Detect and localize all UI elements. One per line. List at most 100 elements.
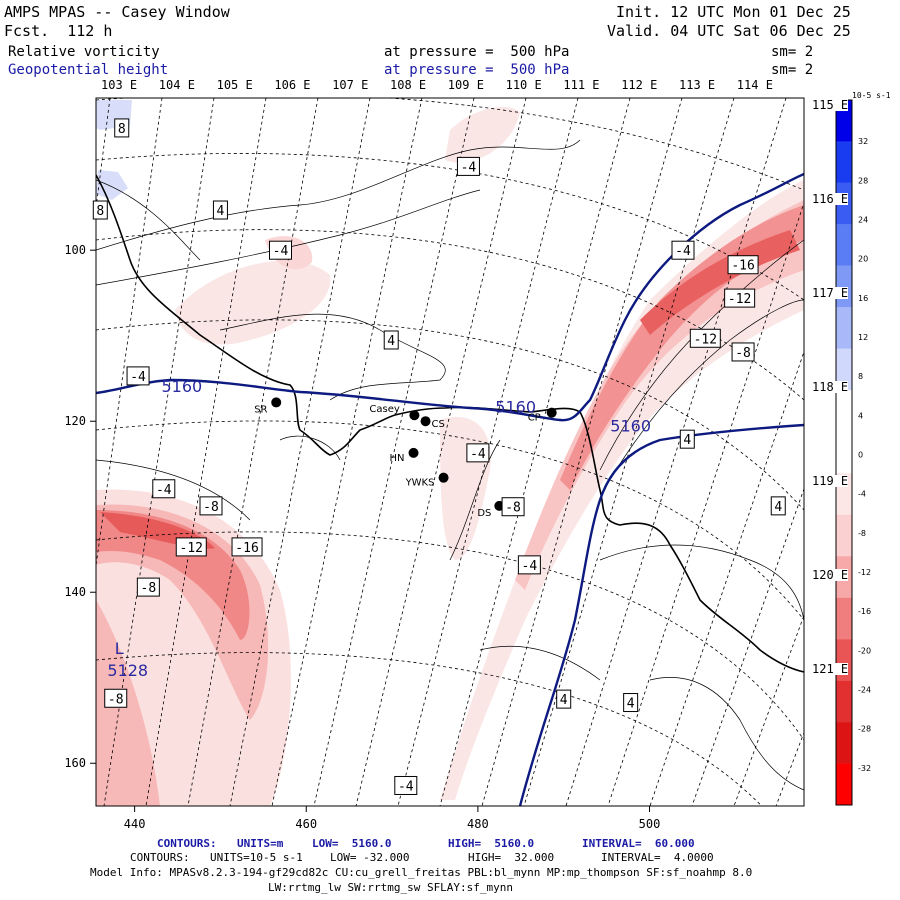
longitude-label: 106 E — [274, 78, 311, 92]
height-contour-label: 5160 — [495, 398, 536, 417]
vorticity-negative-area — [96, 510, 250, 640]
colorbar-level-label: 4 — [858, 411, 863, 420]
height-contours — [96, 172, 804, 806]
vorticity-contour-label: 4 — [560, 693, 568, 708]
colorbar-level-label: -12 — [858, 568, 871, 577]
vorticity-label-box — [269, 240, 293, 260]
vorticity-label-box — [126, 366, 150, 386]
vorticity-label-box — [456, 156, 480, 176]
map-frame — [95, 97, 805, 807]
forecast-hour: Fcst. 112 h — [4, 22, 113, 40]
y-tick-label: 120 — [64, 414, 86, 428]
vorticity-contour-label: 8 — [118, 122, 126, 137]
station-marker — [420, 416, 431, 427]
vorticity-contour-label: -12 — [728, 292, 751, 307]
init-time: Init. 12 UTC Mon 01 Dec 25 — [616, 3, 851, 21]
longitude-line — [481, 98, 683, 806]
x-tick-label: 440 — [124, 817, 146, 831]
vorticity-label-box — [199, 496, 223, 516]
vorticity-contour-labels: 8 8 4 -4 -4 4 -4 -4 -16 -12 -12 -8 -4 4 4 -8 -4 -8 -12 -16 -… — [92, 118, 786, 795]
model-info: Model Info: MPASv8.2.3-194-gf29cd82c CU:… — [90, 866, 753, 879]
height-contour-label: 5160 — [161, 377, 202, 396]
station-marker — [408, 447, 419, 458]
vorticity-label-box — [394, 775, 418, 795]
vorticity-label-box — [212, 200, 228, 220]
colorbar-level-label: -4 — [858, 490, 866, 499]
vorticity-contour-label: 4 — [774, 500, 782, 515]
station-label: Casey — [369, 404, 399, 415]
height-contours-high: HIGH= 5160.0 — [448, 837, 535, 850]
vorticity-contour-label: -16 — [235, 541, 258, 556]
longitude-label: 109 E — [447, 78, 484, 92]
vorticity-negative-area — [96, 600, 160, 806]
colorbar-level-label: -28 — [858, 725, 871, 734]
height-contours-label: CONTOURS: — [157, 837, 217, 850]
station-markers: SR Casey CS HN YWKS CP DS — [254, 397, 557, 519]
vorticity-contour-label: 4 — [627, 697, 635, 712]
vorticity-contour-label: -4 — [398, 779, 414, 794]
colorbar-swatch — [836, 597, 852, 640]
field1-pressure: at pressure = 500 hPa — [384, 44, 570, 60]
vorticity-label-box — [92, 200, 108, 220]
longitude-line — [649, 350, 804, 806]
vorticity-contour-label: -4 — [522, 559, 538, 574]
longitude-label: 119 E — [812, 474, 849, 488]
colorbar-level-label: -24 — [858, 686, 871, 695]
height-contours-units: UNITS=m — [237, 837, 284, 850]
vorticity-label-box — [731, 342, 755, 362]
colorbar-level-label: 28 — [858, 176, 868, 185]
longitude-line — [691, 487, 804, 806]
field2-pressure: at pressure = 500 hPa — [384, 62, 570, 78]
colorbar-swatch — [836, 431, 852, 474]
vorticity-contour-label: 4 — [217, 204, 225, 219]
vorticity-contour-label: 4 — [387, 334, 395, 349]
station-marker — [409, 410, 420, 421]
longitude-line — [607, 201, 804, 806]
colorbar-swatch — [836, 141, 852, 183]
station-marker — [271, 397, 282, 408]
x-tick-label: 460 — [295, 817, 317, 831]
colorbar-swatch — [836, 224, 852, 266]
vorticity-label-box — [724, 288, 756, 308]
longitude-label: 118 E — [812, 380, 849, 394]
vorticity-negative-area — [175, 260, 331, 345]
longitude-label: 115 E — [812, 98, 849, 112]
station-label: DS — [477, 508, 491, 519]
plot-title: AMPS MPAS -- Casey Window — [4, 3, 230, 21]
colorbar-swatch — [836, 680, 852, 723]
vorticity-contour-label: -8 — [735, 346, 751, 361]
vorticity-contours-label: CONTOURS: — [130, 851, 190, 864]
height-contours-interval: INTERVAL= 60.000 — [582, 837, 695, 850]
colorbar-swatch — [836, 348, 852, 391]
longitude-label: 116 E — [812, 192, 849, 206]
longitude-label: 107 E — [332, 78, 369, 92]
vorticity-contour-label: 4 — [683, 433, 691, 448]
station-label: CS — [432, 419, 445, 430]
longitude-label: 114 E — [736, 78, 773, 92]
vorticity-label-box — [175, 537, 207, 557]
vorticity-label-box — [383, 330, 399, 350]
station-label: HN — [390, 453, 405, 464]
field2-name: Geopotential height — [8, 62, 169, 78]
height-contour-label: L — [115, 639, 124, 658]
vorticity-label-box — [114, 118, 130, 138]
x-axis: 440 460 480 500 — [124, 806, 660, 831]
colorbar-level-label: 12 — [858, 333, 868, 342]
vorticity-contour-label: -16 — [731, 259, 754, 274]
colorbar-level-label: -16 — [858, 607, 871, 616]
longitude-line — [355, 98, 527, 806]
vorticity-contour-label: -8 — [108, 692, 124, 707]
station-label: CP — [528, 413, 541, 424]
longitude-lines — [96, 98, 804, 806]
colorbar-swatch — [836, 722, 852, 764]
colorbar-level-label: 0 — [858, 451, 863, 460]
vorticity-contours-units: UNITS=10-5 s-1 — [210, 851, 303, 864]
vorticity-contours-interval: INTERVAL= 4.0000 — [601, 851, 714, 864]
vorticity-label-box — [466, 443, 490, 463]
height-contours-low: LOW= 5160.0 — [312, 837, 392, 850]
longitude-line — [397, 98, 579, 806]
vorticity-label-box — [501, 497, 525, 517]
x-tick-label: 480 — [467, 817, 489, 831]
colorbar-swatch — [836, 514, 852, 557]
vorticity-negative-area — [560, 205, 804, 490]
